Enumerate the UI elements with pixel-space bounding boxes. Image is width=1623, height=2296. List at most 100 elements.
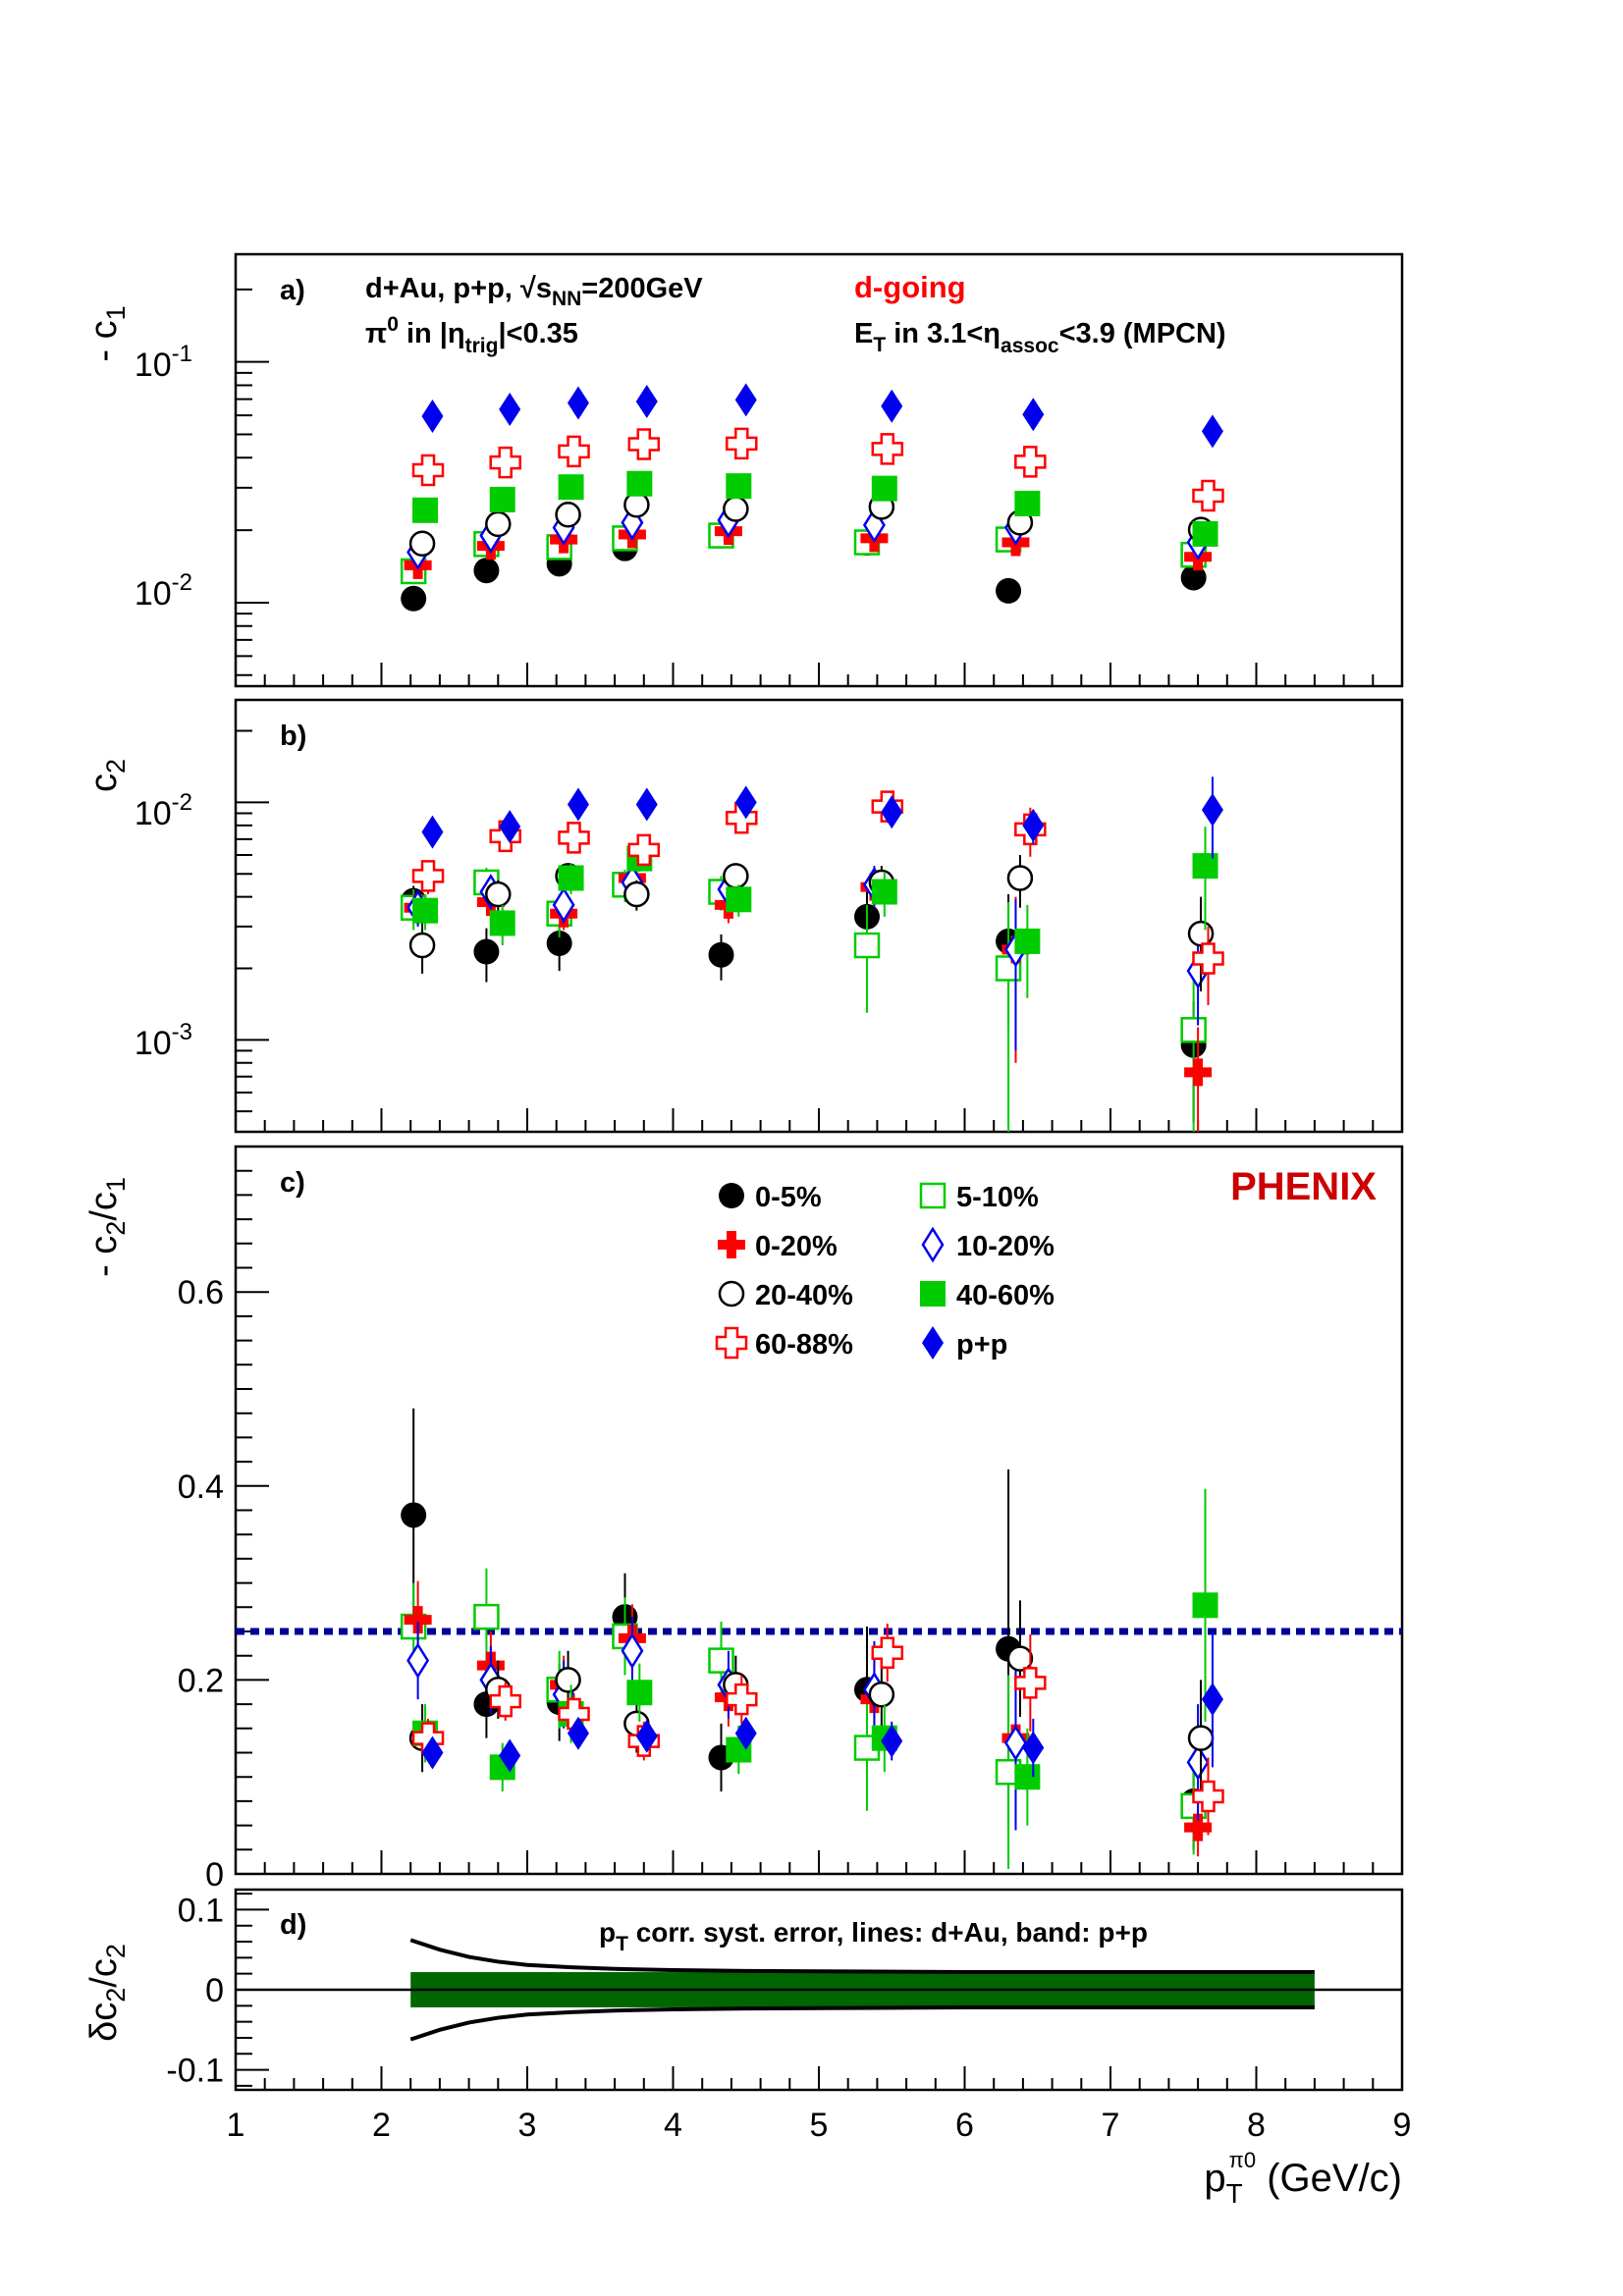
data-point <box>567 1716 589 1750</box>
panel-c-tag: c) <box>280 1167 305 1199</box>
data-point <box>726 427 758 460</box>
data-point <box>408 932 436 959</box>
series-0-20% <box>404 1580 1213 1857</box>
series-60-88% <box>411 790 1224 1005</box>
data-point <box>421 399 444 433</box>
data-point <box>401 585 427 612</box>
data-point <box>723 863 749 889</box>
data-point <box>406 1642 430 1679</box>
panel-b-ylabel: c2 <box>83 759 131 792</box>
series-5-10% <box>400 1568 1207 1870</box>
series-10-20% <box>406 502 1210 570</box>
data-point <box>485 881 512 908</box>
panel-b-ytick-label-top: 10-2 <box>135 789 192 832</box>
data-point <box>546 930 572 956</box>
panel-a-ytick-label-top: 10-1 <box>135 341 192 384</box>
data-point <box>412 897 439 924</box>
panel-a-tag: a) <box>280 275 305 306</box>
x-tick-label: 5 <box>810 2107 829 2144</box>
data-point <box>734 785 757 820</box>
system-label: d+Au, p+p, √sNN=200GeV <box>365 273 703 310</box>
data-point <box>623 491 650 518</box>
data-point <box>1187 920 1215 947</box>
legend: 0-5% 5-10% 0-20% 10-20% 20-40% 40-60% 60-88% p+… <box>715 1182 1055 1361</box>
y-tick-label: -0.1 <box>166 2053 224 2090</box>
panel-b-points <box>400 776 1224 1132</box>
data-point <box>1022 398 1045 432</box>
panel-a-yticks <box>236 288 269 676</box>
data-point <box>1186 1744 1210 1781</box>
legend-label: 60-88% <box>755 1329 853 1361</box>
data-point <box>1192 520 1218 547</box>
data-point <box>473 938 500 965</box>
series-0-20% <box>404 864 1213 1132</box>
series-p+p <box>421 1631 1223 1778</box>
panel-a-xticks <box>235 663 1403 686</box>
legend-label: 0-5% <box>755 1182 822 1213</box>
data-point <box>408 530 436 557</box>
data-point <box>1014 1764 1041 1790</box>
syst-error-annotation: pT corr. syst. error, lines: d+Au, band:… <box>599 1917 1148 1955</box>
data-point <box>881 389 903 423</box>
panel-b-xticks <box>235 1108 1403 1132</box>
data-point <box>1192 942 1224 975</box>
x-axis-tick-labels: 1 2 3 4 5 6 7 8 9 <box>227 2107 1412 2144</box>
data-point <box>473 1603 500 1630</box>
data-point <box>1192 1780 1224 1813</box>
y-tick-label: 0.6 <box>178 1274 224 1311</box>
data-point <box>1201 414 1223 449</box>
data-point <box>555 1667 581 1693</box>
panel-b-yticks <box>236 729 269 1113</box>
x-tick-label: 8 <box>1247 2107 1266 2144</box>
data-point <box>1187 1725 1215 1751</box>
data-point <box>726 473 752 500</box>
series-0-20% <box>404 517 1213 579</box>
data-point <box>1180 1017 1207 1043</box>
data-point <box>1014 928 1041 954</box>
data-point <box>1014 446 1047 478</box>
data-point <box>558 822 590 854</box>
legend-marker <box>922 1326 944 1360</box>
data-point <box>401 1502 427 1528</box>
data-point <box>1022 1731 1045 1765</box>
series-5-10% <box>400 868 1207 1132</box>
legend-marker <box>715 1326 748 1360</box>
panel-b-ytick-label-bottom: 10-3 <box>135 1019 192 1062</box>
data-point <box>853 932 881 959</box>
data-point <box>567 386 589 420</box>
legend-marker <box>718 1280 745 1308</box>
dau-upper-line <box>409 1938 1315 1975</box>
panel-a: a) - c1 10-1 10-2 d+Au, p+p, √sNN=200GeV… <box>83 252 1404 688</box>
data-point <box>881 795 903 829</box>
data-point <box>1184 1813 1213 1842</box>
data-point <box>411 860 445 892</box>
x-tick-label: 9 <box>1393 2107 1412 2144</box>
x-axis-title: pTπ0 (GeV/c) <box>1204 2148 1402 2209</box>
panel-c-xticks <box>235 1850 1403 1874</box>
data-point <box>1192 479 1224 512</box>
data-point <box>567 787 589 822</box>
data-point <box>621 1632 644 1670</box>
data-point <box>1022 808 1045 842</box>
panel-d-ylabel: δc2/c2 <box>83 1944 131 2042</box>
data-point <box>635 384 658 418</box>
data-point <box>881 1724 903 1758</box>
series-10-20% <box>406 864 1210 1051</box>
panel-c: 00.20.40.6 c) - c2/c1 PHENIX 0-5% 5-10%0-… <box>83 1145 1404 1894</box>
x-tick-label: 1 <box>227 2107 245 2144</box>
data-point <box>489 486 515 512</box>
x-tick-label: 6 <box>955 2107 974 2144</box>
series-p+p <box>421 776 1223 859</box>
phenix-logo-text: PHENIX <box>1230 1165 1377 1208</box>
y-tick-label: 0.1 <box>178 1892 224 1929</box>
data-point <box>623 881 650 908</box>
legend-label: 0-20% <box>755 1231 838 1262</box>
data-point <box>1192 1592 1218 1619</box>
dau-lower-line <box>409 2004 1315 2042</box>
et-label: ET in 3.1<ηassoc<3.9 (MPCN) <box>854 318 1226 357</box>
data-point <box>552 886 575 924</box>
panel-a-points <box>400 383 1224 612</box>
legend-marker <box>718 1231 745 1258</box>
legend-label: 5-10% <box>956 1182 1039 1213</box>
